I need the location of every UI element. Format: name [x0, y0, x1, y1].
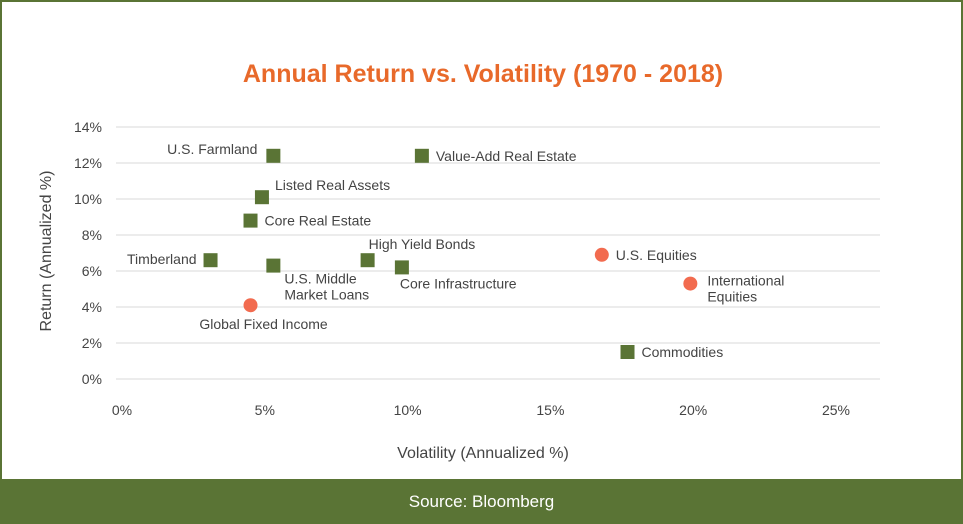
- y-tick-label: 4%: [82, 299, 102, 315]
- data-label: U.S. Farmland: [167, 141, 257, 157]
- y-axis-ticks: 0% 2% 4% 6% 8% 10% 12% 14%: [74, 119, 102, 387]
- point-commodities: [620, 345, 635, 359]
- point-international-equities: [683, 276, 698, 291]
- data-label: Core Infrastructure: [400, 275, 517, 291]
- chart-frame: Annual Return vs. Volatility (1970 - 201…: [0, 0, 963, 479]
- data-label: Core Real Estate: [265, 213, 372, 229]
- y-tick-label: 2%: [82, 335, 102, 351]
- data-label: Global Fixed Income: [199, 316, 328, 332]
- data-points: [203, 148, 698, 359]
- x-tick-label: 0%: [112, 402, 132, 418]
- chart-title: Annual Return vs. Volatility (1970 - 201…: [243, 60, 723, 88]
- point-u-s-farmland: [266, 148, 281, 163]
- point-high-yield-bonds: [360, 253, 375, 268]
- point-core-real-estate: [243, 213, 258, 228]
- point-u-s-middle-market-loans: [266, 258, 281, 273]
- x-tick-label: 5%: [255, 402, 275, 418]
- x-axis-ticks: 0% 5% 10% 15% 20% 25%: [112, 402, 850, 418]
- point-global-fixed-income: [243, 298, 258, 313]
- point-core-infrastructure: [394, 260, 409, 275]
- x-tick-label: 25%: [822, 402, 850, 418]
- y-tick-label: 12%: [74, 155, 102, 171]
- y-axis-label: Return (Annualized %): [38, 171, 55, 332]
- data-label: Value-Add Real Estate: [436, 148, 577, 164]
- footer-bar: Source: Bloomberg: [0, 479, 963, 524]
- point-value-add-real-estate: [414, 148, 429, 163]
- data-label: U.S. Equities: [616, 247, 697, 263]
- x-axis-label: Volatility (Annualized %): [397, 445, 569, 462]
- point-timberland: [203, 253, 218, 268]
- data-labels: U.S. Farmland Value-Add Real Estate Listed…: [127, 141, 784, 360]
- scatter-chart: Annual Return vs. Volatility (1970 - 201…: [38, 60, 880, 462]
- y-tick-label: 0%: [82, 371, 102, 387]
- y-tick-label: 6%: [82, 263, 102, 279]
- x-tick-label: 20%: [679, 402, 707, 418]
- point-u-s-equities: [594, 247, 609, 262]
- y-tick-label: 14%: [74, 119, 102, 135]
- y-tick-label: 8%: [82, 227, 102, 243]
- y-tick-label: 10%: [74, 191, 102, 207]
- data-label: High Yield Bonds: [369, 236, 476, 252]
- source-text: Source: Bloomberg: [408, 491, 555, 511]
- data-label: U.S. Middle Market Loans: [284, 271, 369, 303]
- point-listed-real-assets: [254, 190, 269, 205]
- data-label: Timberland: [127, 251, 197, 267]
- data-label: International Equities: [707, 273, 784, 305]
- x-tick-label: 10%: [394, 402, 422, 418]
- data-label: Commodities: [642, 344, 724, 360]
- data-label: Listed Real Assets: [275, 177, 390, 193]
- x-tick-label: 15%: [536, 402, 564, 418]
- gridlines: [116, 126, 880, 380]
